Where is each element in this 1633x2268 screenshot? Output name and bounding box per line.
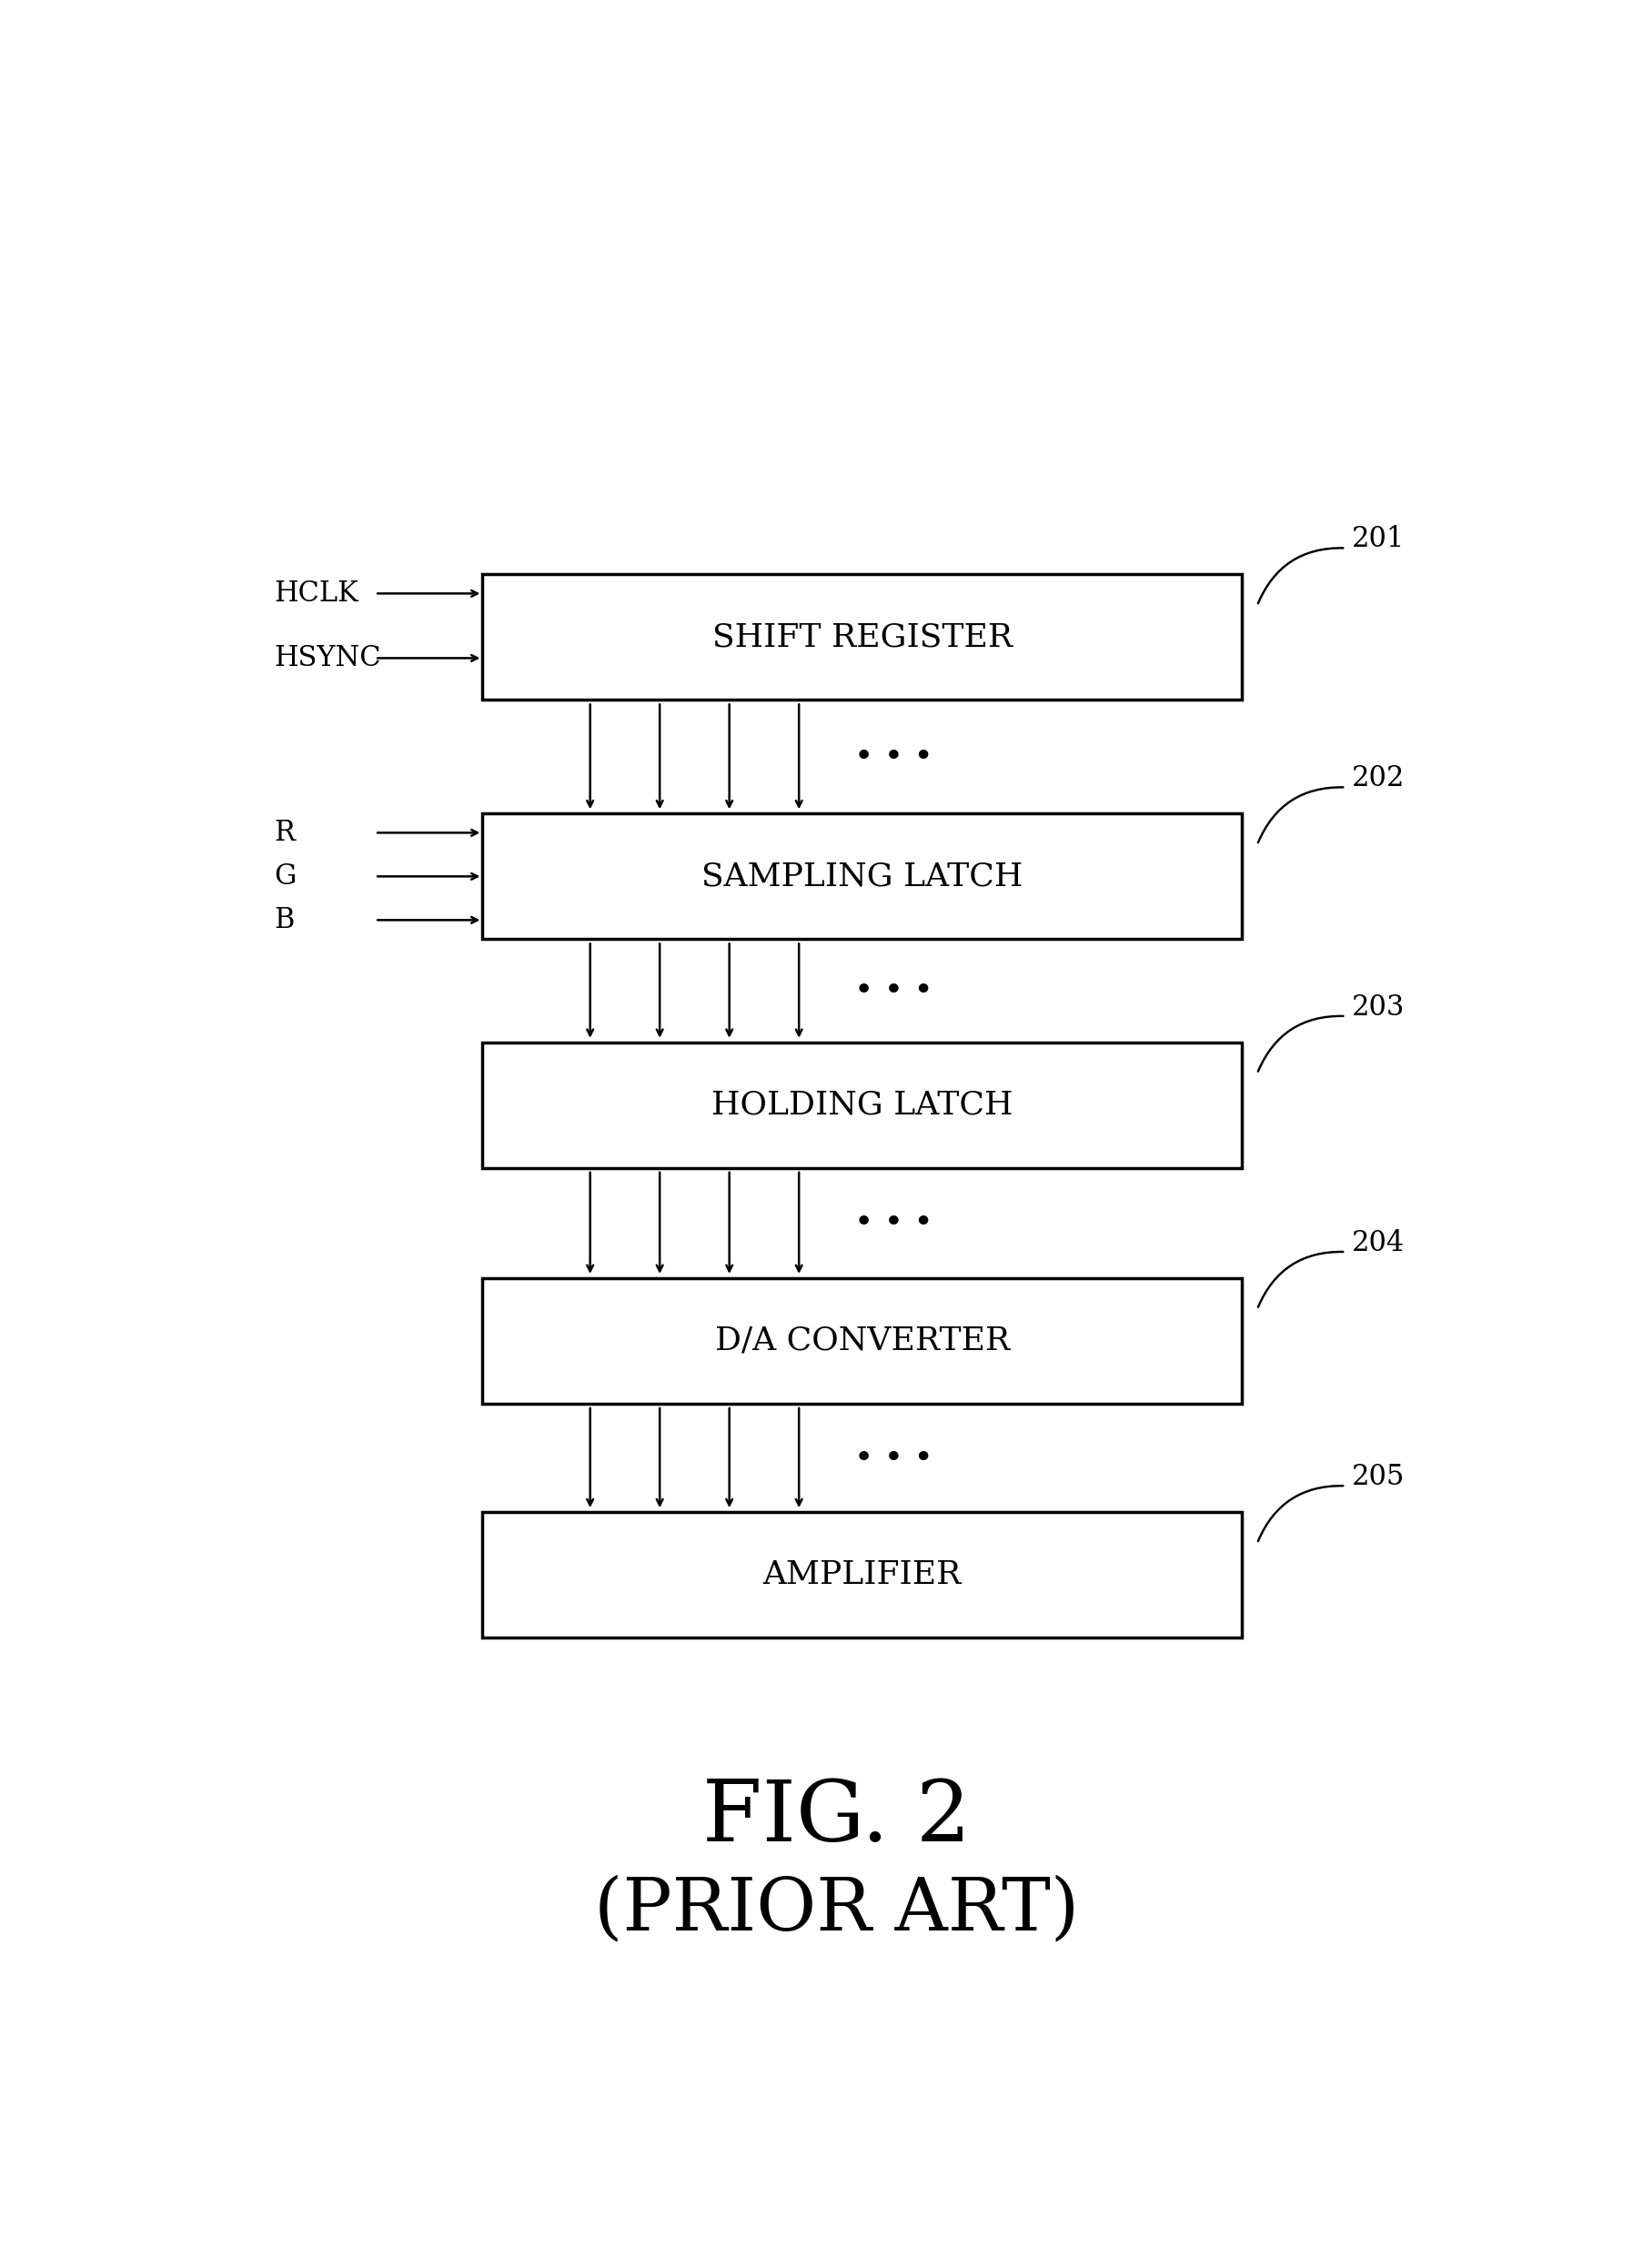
Text: • • •: • • •	[854, 742, 934, 771]
Text: B: B	[274, 905, 294, 934]
Bar	[483, 814, 1241, 939]
Text: AMPLIFIER: AMPLIFIER	[763, 1560, 962, 1590]
Text: SAMPLING LATCH: SAMPLING LATCH	[702, 862, 1022, 891]
Text: 204: 204	[1352, 1229, 1404, 1256]
Text: HCLK: HCLK	[274, 578, 358, 608]
Text: • • •: • • •	[854, 1207, 934, 1238]
Text: 205: 205	[1352, 1463, 1404, 1492]
Text: 201: 201	[1352, 526, 1404, 553]
Bar	[483, 1513, 1241, 1637]
Text: 203: 203	[1352, 993, 1404, 1021]
Text: (PRIOR ART): (PRIOR ART)	[594, 1876, 1079, 1946]
Bar	[483, 1279, 1241, 1404]
Text: HSYNC: HSYNC	[274, 644, 380, 671]
Text: • • •: • • •	[854, 1442, 934, 1474]
Text: FIG. 2: FIG. 2	[702, 1776, 972, 1860]
Bar	[483, 1043, 1241, 1168]
Text: 202: 202	[1352, 764, 1404, 794]
Text: HOLDING LATCH: HOLDING LATCH	[712, 1089, 1012, 1120]
Text: D/A CONVERTER: D/A CONVERTER	[715, 1325, 1009, 1356]
Text: • • •: • • •	[854, 975, 934, 1007]
Bar	[483, 574, 1241, 701]
Text: SHIFT REGISTER: SHIFT REGISTER	[712, 621, 1012, 653]
Text: G: G	[274, 862, 296, 891]
Text: R: R	[274, 819, 294, 846]
